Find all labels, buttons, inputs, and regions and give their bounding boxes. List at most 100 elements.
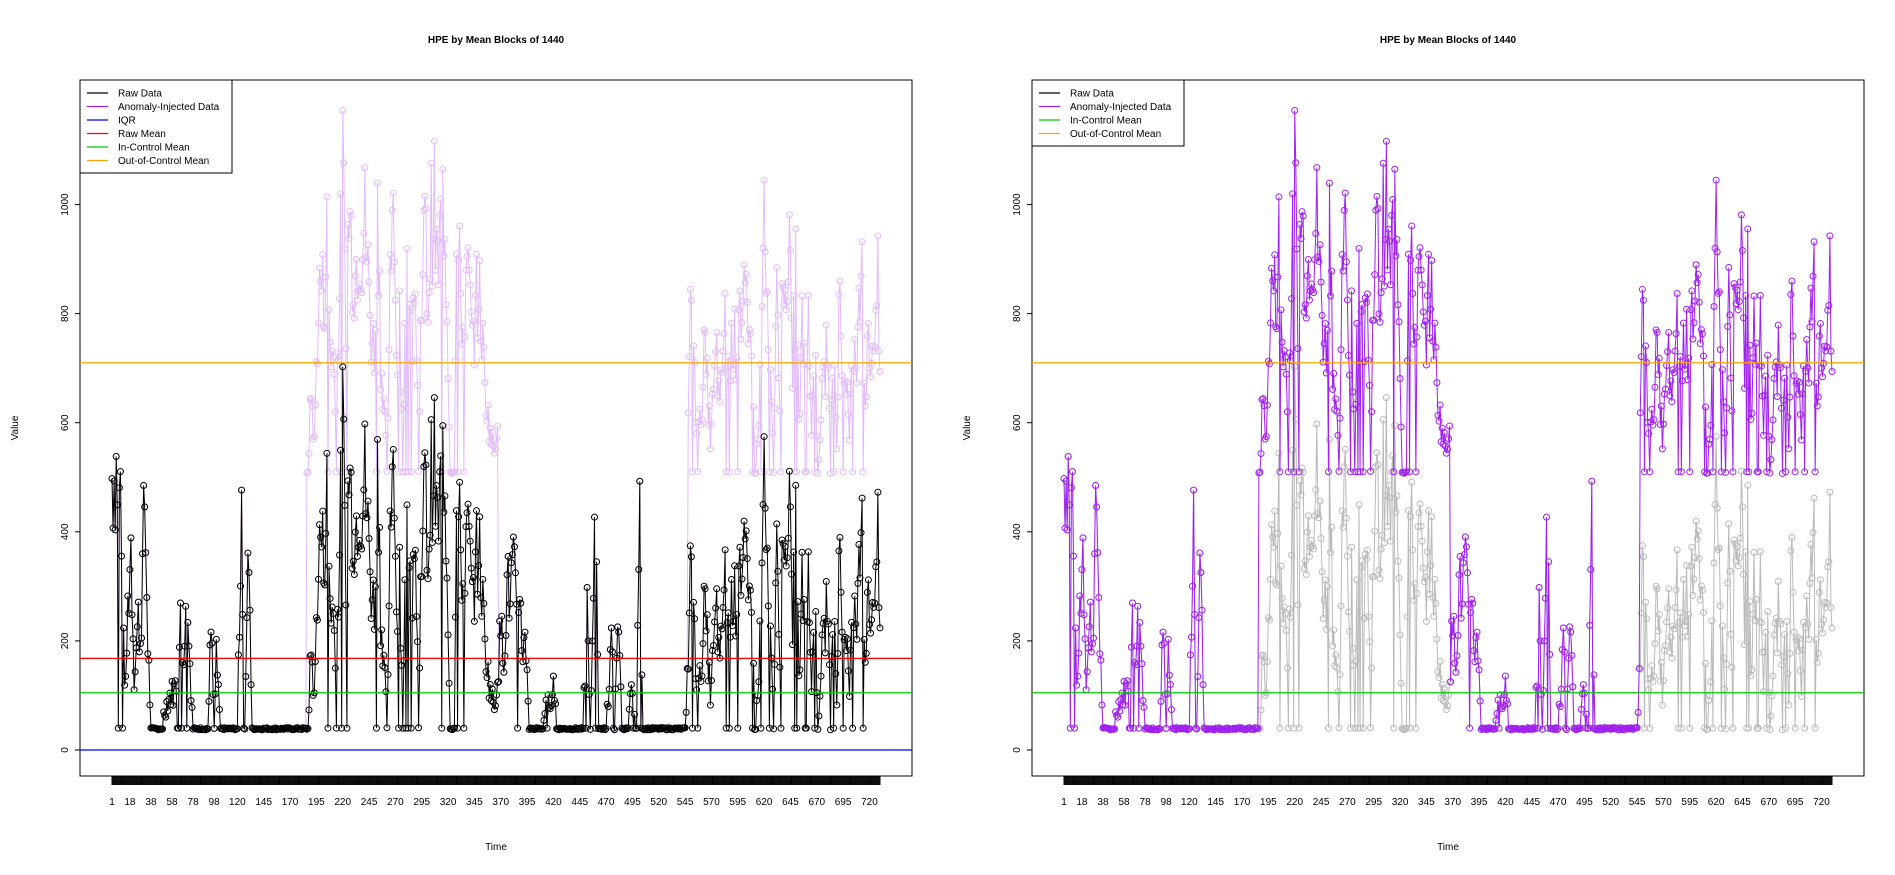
raw-series-point — [731, 562, 739, 570]
plot-area — [80, 106, 912, 751]
anomaly-series-point — [415, 467, 423, 475]
anomaly-series-point — [323, 193, 331, 201]
anomaly-series-point — [832, 413, 840, 421]
x-tick-label: 570 — [703, 797, 720, 808]
raw-series-point — [362, 510, 370, 518]
raw-series-point — [1295, 724, 1303, 732]
anomaly-series-point — [1415, 252, 1423, 260]
anomaly-series-point — [1085, 623, 1093, 631]
raw-series-point — [1299, 468, 1307, 476]
anomaly-series-point — [1342, 258, 1350, 266]
anomaly-series-point — [1674, 468, 1682, 476]
raw-series-point — [1744, 481, 1752, 489]
anomaly-series-point — [1427, 305, 1435, 313]
anomaly-series-point — [1690, 319, 1698, 327]
anomaly-series-point — [1393, 236, 1401, 244]
anomaly-series-point — [1535, 583, 1543, 591]
anomaly-series-point — [1452, 668, 1460, 676]
anomaly-series-point — [818, 375, 826, 382]
anomaly-series-point — [696, 405, 704, 413]
raw-series-point — [1431, 575, 1439, 583]
anomaly-series-point — [392, 352, 400, 360]
raw-series-point — [375, 548, 383, 556]
raw-series-point — [1745, 724, 1753, 732]
anomaly-series-point — [725, 468, 733, 476]
raw-series-point — [718, 625, 726, 633]
anomaly-series-point — [1777, 404, 1785, 412]
raw-series-point — [464, 500, 472, 508]
raw-series-point — [1672, 586, 1680, 594]
anomaly-series-point — [351, 272, 359, 280]
raw-series-point — [702, 627, 710, 635]
raw-series-point — [1425, 507, 1433, 515]
anomaly-series-point — [1695, 298, 1703, 306]
raw-series-point — [1337, 602, 1345, 610]
raw-series-point — [1656, 677, 1664, 685]
raw-series-point — [857, 529, 865, 537]
anomaly-series-point — [697, 421, 705, 429]
anomaly-series-point — [813, 432, 821, 440]
anomaly-series-point — [390, 258, 398, 266]
anomaly-series-point — [421, 192, 429, 200]
anomaly-series-point — [779, 283, 787, 291]
anomaly-series-point — [431, 266, 439, 274]
raw-series-point — [1748, 666, 1756, 674]
anomaly-series-point — [1587, 565, 1595, 573]
anomaly-series-point — [1359, 468, 1367, 476]
raw-series-point — [1264, 614, 1272, 622]
y-tick-label: 1000 — [60, 193, 71, 216]
anomaly-series-point — [350, 314, 358, 322]
anomaly-series-point — [1371, 271, 1379, 279]
anomaly-series-point — [829, 374, 837, 382]
x-axis-label: Time — [485, 842, 507, 853]
anomaly-series-point — [1461, 533, 1469, 541]
raw-series-point — [1667, 633, 1675, 641]
raw-series-point — [1827, 604, 1835, 612]
raw-series-point — [381, 664, 389, 672]
raw-series-point — [1669, 622, 1677, 630]
raw-series-point — [509, 533, 517, 541]
raw-series-point — [1820, 616, 1828, 624]
raw-series-point — [1322, 625, 1330, 633]
raw-series-point — [792, 481, 800, 489]
anomaly-series-point — [424, 318, 432, 326]
raw-series-point — [1766, 725, 1774, 733]
anomaly-series-point — [364, 241, 372, 249]
y-tick-label: 400 — [1012, 523, 1023, 540]
raw-series-point — [1735, 554, 1743, 562]
raw-series-point — [723, 619, 731, 627]
raw-series-point — [457, 546, 465, 554]
raw-series-point — [1826, 488, 1834, 496]
x-tick-marks — [1063, 776, 1833, 785]
raw-series-point — [1370, 573, 1378, 581]
anomaly-series-point — [314, 319, 322, 327]
anomaly-series-point — [739, 297, 747, 305]
x-tick-label: 38 — [145, 797, 157, 808]
x-tick-label: 595 — [1681, 797, 1698, 808]
raw-series-point — [1372, 463, 1380, 471]
raw-series-point — [128, 611, 136, 619]
anomaly-series-point — [867, 373, 875, 381]
raw-series-point — [515, 609, 523, 617]
anomaly-series-point — [1323, 326, 1331, 334]
anomaly-series-point — [1062, 477, 1070, 485]
anomaly-series-point — [1697, 326, 1705, 334]
raw-series-point — [615, 628, 623, 636]
x-tick-label: 520 — [1602, 797, 1619, 808]
raw-series-point — [1330, 626, 1338, 634]
anomaly-series-point — [1563, 726, 1571, 734]
anomaly-series-point — [1766, 469, 1774, 477]
anomaly-series-point — [441, 236, 449, 244]
anomaly-series-point — [1419, 308, 1427, 316]
legend-label: Raw Mean — [118, 129, 166, 140]
anomaly-series-point — [1357, 307, 1365, 315]
anomaly-series-point — [1808, 318, 1816, 326]
anomaly-series-point — [1425, 250, 1433, 258]
raw-series-point — [740, 517, 748, 525]
anomaly-series-point — [1396, 375, 1404, 383]
raw-series-point — [1401, 724, 1409, 732]
raw-series-point — [1436, 658, 1444, 666]
anomaly-series-point — [1667, 377, 1675, 385]
raw-series-point — [747, 608, 755, 616]
raw-series-point — [109, 524, 117, 532]
